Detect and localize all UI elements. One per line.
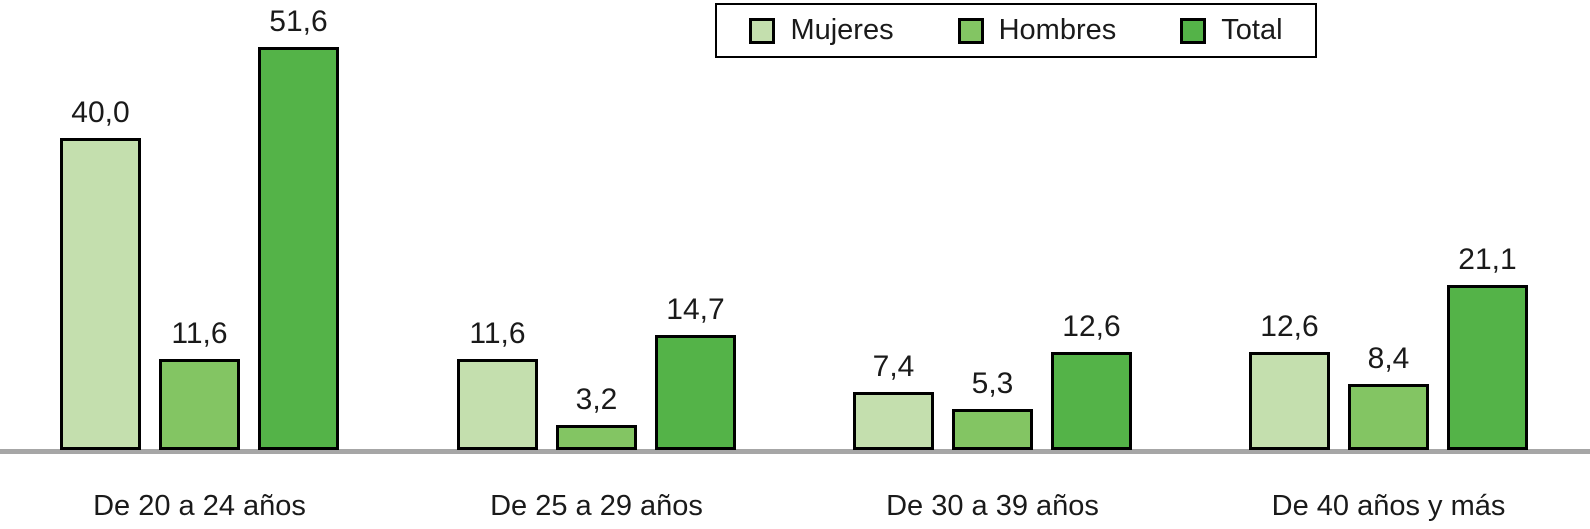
value-label: 51,6 — [269, 5, 328, 38]
category-label: De 30 a 39 años — [886, 490, 1099, 522]
value-label: 12,6 — [1062, 310, 1121, 343]
legend-label: Hombres — [998, 14, 1117, 46]
legend-swatch-icon — [1180, 17, 1207, 44]
category-label: De 40 años y más — [1271, 490, 1506, 522]
bar-mujeres-group-3 — [1249, 352, 1330, 450]
bar-hombres-group-1 — [556, 425, 637, 450]
bar-hombres-group-3 — [1348, 384, 1429, 450]
category-label: De 20 a 24 años — [93, 490, 306, 522]
bar-total-group-3 — [1447, 285, 1528, 450]
legend-item-total: Total — [1180, 14, 1283, 47]
bar-mujeres-group-1 — [457, 359, 538, 450]
value-label: 8,4 — [1367, 342, 1410, 375]
value-label: 7,4 — [872, 350, 915, 383]
value-label: 12,6 — [1260, 310, 1319, 343]
value-label: 14,7 — [666, 293, 725, 326]
bar-mujeres-group-2 — [853, 392, 934, 450]
bar-total-group-0 — [258, 47, 339, 450]
legend-label: Total — [1221, 14, 1283, 46]
legend-swatch-icon — [749, 17, 776, 44]
value-label: 40,0 — [71, 96, 130, 129]
category-label: De 25 a 29 años — [490, 490, 703, 522]
x-axis-line — [0, 449, 1590, 454]
value-label: 3,2 — [575, 383, 618, 416]
value-label: 21,1 — [1458, 243, 1517, 276]
legend: Mujeres Hombres Total — [715, 3, 1317, 58]
legend-swatch-icon — [957, 17, 984, 44]
bar-total-group-2 — [1051, 352, 1132, 450]
value-label: 5,3 — [971, 367, 1014, 400]
legend-item-hombres: Hombres — [957, 14, 1117, 47]
bar-total-group-1 — [655, 335, 736, 450]
value-label: 11,6 — [469, 317, 526, 350]
bar-mujeres-group-0 — [60, 138, 141, 450]
legend-label: Mujeres — [790, 14, 894, 46]
bar-hombres-group-0 — [159, 359, 240, 450]
bar-hombres-group-2 — [952, 409, 1033, 450]
legend-item-mujeres: Mujeres — [749, 14, 894, 47]
value-label: 11,6 — [171, 317, 228, 350]
